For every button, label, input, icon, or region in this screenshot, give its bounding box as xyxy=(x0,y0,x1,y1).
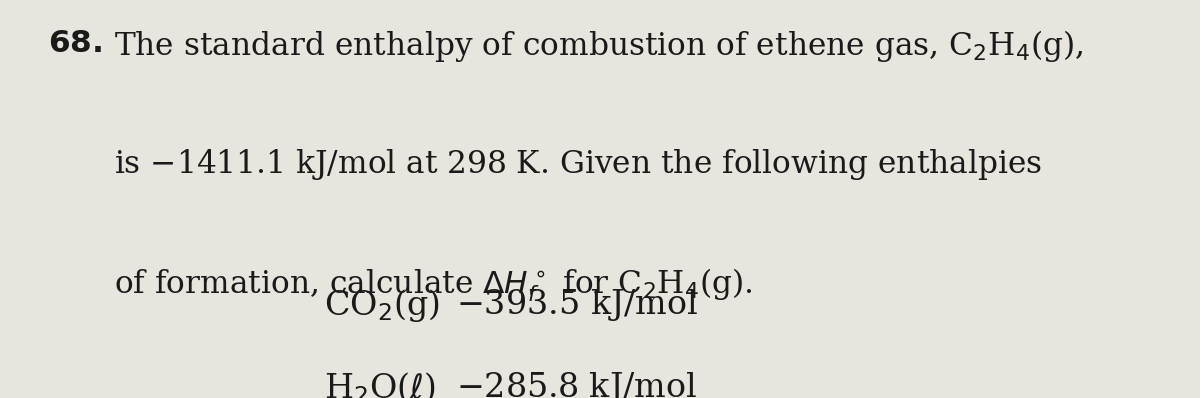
Text: $\mathbf{68.}$: $\mathbf{68.}$ xyxy=(48,28,102,59)
Text: The standard enthalpy of combustion of ethene gas, C$_2$H$_4$(g),: The standard enthalpy of combustion of e… xyxy=(114,28,1084,64)
Text: CO$_2$(g): CO$_2$(g) xyxy=(324,287,439,324)
Text: $-$393.5 kJ/mol: $-$393.5 kJ/mol xyxy=(456,287,698,322)
Text: of formation, calculate $\Delta H_f^\circ$ for C$_2$H$_4$(g).: of formation, calculate $\Delta H_f^\cir… xyxy=(114,267,752,304)
Text: H$_2$O($\ell$): H$_2$O($\ell$) xyxy=(324,370,436,398)
Text: is $-$1411.1 kJ/mol at 298 K. Given the following enthalpies: is $-$1411.1 kJ/mol at 298 K. Given the … xyxy=(114,147,1043,182)
Text: $-$285.8 kJ/mol: $-$285.8 kJ/mol xyxy=(456,370,697,398)
